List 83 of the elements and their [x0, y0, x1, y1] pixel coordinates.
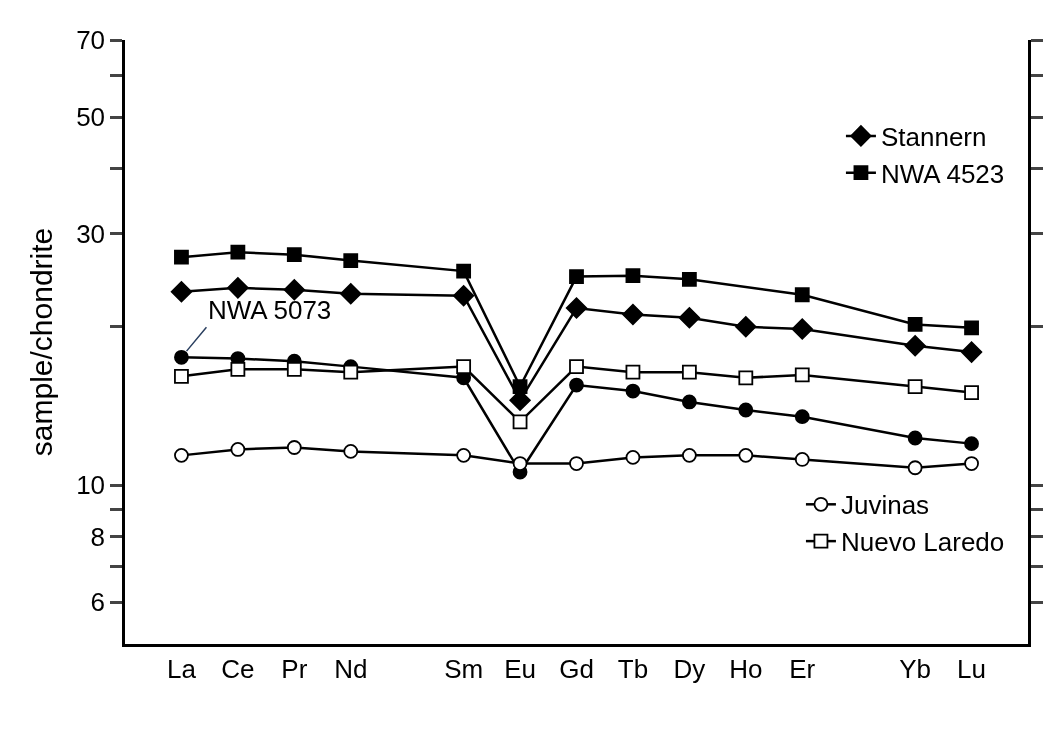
point: [343, 364, 359, 380]
x-tick-label: Sm: [444, 653, 484, 684]
point: [170, 281, 193, 303]
point: [904, 335, 926, 357]
point: [964, 385, 979, 400]
annotation: NWA 5073: [208, 295, 332, 325]
point: [794, 287, 810, 303]
legend-label: Nuevo Laredo: [840, 527, 1005, 558]
point: [907, 317, 923, 332]
point: [964, 320, 979, 336]
point: [569, 456, 584, 471]
point: [907, 460, 923, 476]
y-tick-label: 6: [90, 587, 106, 618]
point: [286, 247, 302, 263]
point: [738, 447, 754, 463]
point: [907, 379, 923, 394]
point: [452, 285, 475, 307]
y-axis-title: sample/chondrite: [25, 227, 59, 457]
point: [681, 394, 697, 410]
point: [343, 443, 359, 459]
point: [456, 447, 472, 463]
point: [456, 263, 472, 279]
point: [174, 349, 189, 365]
point: [456, 359, 472, 375]
point: [230, 442, 246, 457]
point: [565, 297, 588, 319]
x-tick-label: Dy: [673, 653, 706, 684]
point: [227, 277, 249, 299]
point: [512, 379, 528, 394]
point: [794, 452, 810, 467]
y-tick-label: 50: [76, 102, 106, 133]
point: [794, 367, 810, 383]
legend-label: Stannern: [880, 122, 987, 153]
point: [907, 430, 923, 446]
point: [681, 447, 697, 463]
x-tick-label: Eu: [504, 653, 536, 684]
x-tick-label: Ce: [221, 653, 255, 684]
x-tick-label: Yb: [899, 653, 932, 684]
point: [964, 456, 979, 471]
y-tick-label: 70: [76, 25, 106, 56]
point: [174, 447, 189, 463]
point: [681, 271, 697, 287]
point: [738, 370, 754, 386]
point: [230, 244, 246, 260]
point: [569, 377, 584, 393]
point: [625, 449, 641, 465]
y-tick-label: 10: [76, 470, 106, 501]
point: [738, 402, 754, 418]
point: [283, 279, 305, 301]
point: [622, 303, 644, 326]
point: [960, 341, 983, 363]
point: [512, 456, 528, 471]
x-tick-label: Er: [789, 653, 816, 684]
y-tick-label: 30: [76, 219, 106, 250]
legend-label: Juvinas: [840, 490, 930, 521]
point: [569, 359, 584, 375]
point: [794, 409, 810, 425]
x-tick-label: Pr: [281, 653, 308, 684]
x-tick-label: La: [166, 653, 197, 684]
point: [174, 249, 189, 265]
legend-label: NWA 4523: [880, 158, 1005, 189]
point: [625, 383, 641, 399]
point: [340, 283, 362, 305]
point: [625, 364, 641, 380]
point: [512, 414, 528, 430]
point: [174, 368, 189, 384]
point: [791, 318, 813, 340]
x-tick-label: Tb: [617, 653, 649, 684]
point: [964, 436, 979, 452]
x-tick-label: Gd: [559, 653, 594, 684]
point: [230, 361, 246, 377]
x-tick-label: Ho: [729, 653, 763, 684]
point: [678, 307, 701, 329]
x-tick-label: Lu: [957, 653, 987, 684]
point: [286, 361, 302, 377]
point: [569, 269, 584, 284]
point: [625, 268, 641, 284]
point: [681, 364, 697, 380]
point: [735, 316, 757, 338]
point: [286, 440, 302, 455]
point: [343, 253, 359, 268]
x-tick-label: Nd: [334, 653, 368, 684]
y-tick-label: 8: [90, 521, 106, 552]
